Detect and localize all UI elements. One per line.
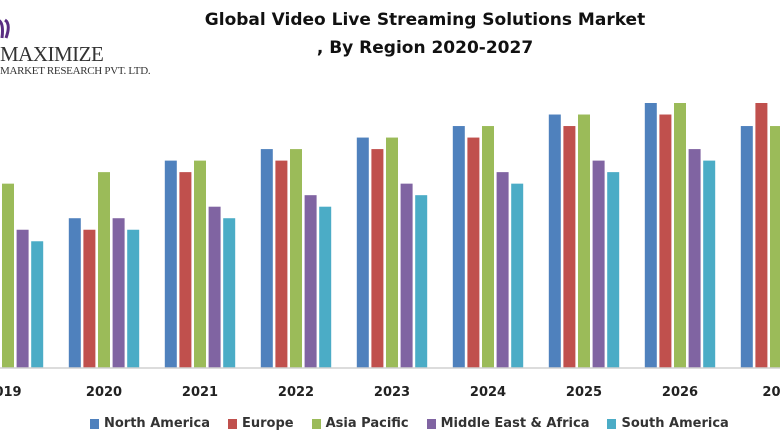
x-tick-label: 2022 bbox=[278, 385, 314, 400]
bar-middle-east-africa-2023 bbox=[400, 183, 413, 368]
legend-item-asia-pacific: Asia Pacific bbox=[311, 416, 409, 431]
bar-middle-east-africa-2022 bbox=[304, 195, 317, 368]
bar-asia-pacific-2027 bbox=[770, 126, 780, 368]
x-tick-label: 019 bbox=[0, 385, 22, 400]
bar-south-america-2021 bbox=[223, 218, 236, 368]
bar-europe-2024 bbox=[467, 137, 480, 368]
legend-swatch bbox=[426, 418, 436, 429]
x-tick-label: 2020 bbox=[86, 385, 122, 400]
bar-middle-east-africa-2019 bbox=[16, 229, 29, 368]
bar-asia-pacific-2021 bbox=[194, 160, 206, 368]
legend-swatch bbox=[311, 418, 321, 429]
x-tick-label: 2023 bbox=[374, 385, 410, 400]
logo-mark-icon bbox=[0, 18, 10, 39]
legend-item-south-america: South America bbox=[607, 416, 729, 431]
bar-europe-2020 bbox=[83, 229, 96, 368]
bar-middle-east-africa-2024 bbox=[496, 172, 509, 368]
legend-swatch bbox=[90, 418, 99, 429]
legend-label: South America bbox=[621, 416, 729, 431]
bar-europe-2025 bbox=[563, 126, 576, 368]
bar-north-america-2024 bbox=[452, 126, 465, 368]
x-tick-label: 2024 bbox=[470, 385, 506, 400]
logo-subtitle: MARKET RESEARCH PVT. LTD. bbox=[0, 65, 151, 77]
bar-south-america-2020 bbox=[127, 229, 140, 368]
bar-south-america-2023 bbox=[415, 195, 428, 368]
bar-south-america-2026 bbox=[703, 160, 716, 368]
bar-europe-2021 bbox=[179, 172, 192, 368]
bar-middle-east-africa-2025 bbox=[592, 160, 605, 368]
legend-swatch bbox=[607, 418, 617, 429]
bar-middle-east-africa-2020 bbox=[112, 218, 125, 368]
legend-item-north-america: North America bbox=[90, 416, 210, 431]
bar-north-america-2022 bbox=[260, 149, 273, 368]
x-tick-label: 2026 bbox=[662, 385, 698, 400]
bar-asia-pacific-2019 bbox=[2, 183, 14, 368]
bar-asia-pacific-2024 bbox=[482, 126, 494, 368]
bar-north-america-2026 bbox=[644, 103, 657, 368]
legend-label: Europe bbox=[242, 416, 294, 431]
bar-north-america-2020 bbox=[68, 218, 81, 368]
bar-asia-pacific-2025 bbox=[578, 114, 590, 369]
legend-label: North America bbox=[104, 416, 210, 431]
bar-europe-2027 bbox=[755, 103, 768, 368]
bar-europe-2023 bbox=[371, 149, 384, 368]
bar-south-america-2022 bbox=[319, 206, 332, 368]
bar-asia-pacific-2026 bbox=[674, 103, 686, 368]
legend-item-europe: Europe bbox=[228, 416, 294, 431]
bar-south-america-2025 bbox=[607, 172, 620, 368]
x-tick-label: 2025 bbox=[566, 385, 602, 400]
bar-north-america-2027 bbox=[740, 126, 753, 368]
bar-asia-pacific-2023 bbox=[386, 137, 398, 368]
bar-europe-2026 bbox=[659, 114, 672, 369]
chart-title: Global Video Live Streaming Solutions Ma… bbox=[204, 10, 646, 30]
legend-item-middle-east-africa: Middle East & Africa bbox=[426, 416, 590, 431]
legend: North America Europe Asia Pacific Middle… bbox=[90, 416, 729, 431]
x-tick-label: 2021 bbox=[182, 385, 218, 400]
bar-north-america-2021 bbox=[164, 160, 177, 368]
legend-label: Asia Pacific bbox=[325, 416, 409, 431]
logo-name: MAXIMIZE bbox=[0, 42, 104, 66]
bar-south-america-2024 bbox=[511, 183, 524, 368]
chart-subtitle: , By Region 2020-2027 bbox=[316, 38, 534, 58]
bar-south-america-2019 bbox=[31, 241, 44, 368]
bar-middle-east-africa-2021 bbox=[208, 206, 221, 368]
bar-north-america-2023 bbox=[356, 137, 369, 368]
bar-north-america-2025 bbox=[548, 114, 561, 369]
bar-europe-2022 bbox=[275, 160, 288, 368]
bar-middle-east-africa-2026 bbox=[688, 149, 701, 368]
bar-asia-pacific-2022 bbox=[290, 149, 302, 368]
x-tick-label: 202 bbox=[762, 385, 780, 400]
legend-swatch bbox=[228, 418, 237, 429]
bar-asia-pacific-2020 bbox=[98, 172, 110, 368]
legend-label: Middle East & Africa bbox=[440, 416, 590, 431]
